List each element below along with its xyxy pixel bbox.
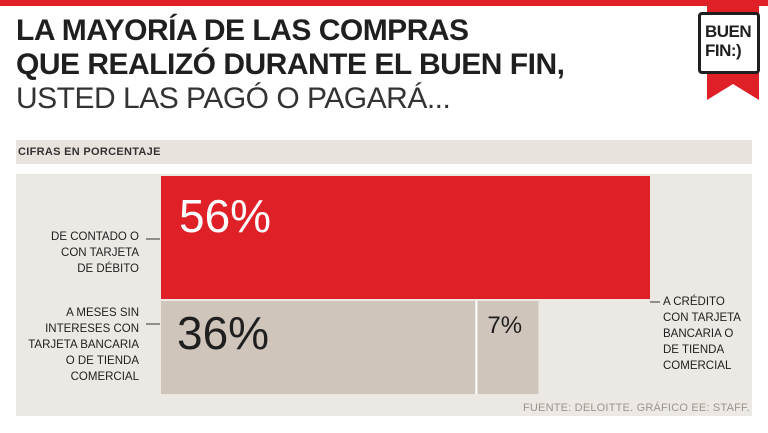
category-label-contado-line-2: CON TARJETA — [61, 247, 139, 259]
category-label-credito-line-2: CON TARJETA — [663, 312, 741, 324]
category-label-contado: DE CONTADO O CON TARJETA DE DÉBITO — [51, 231, 139, 275]
category-label-meses-line-2: INTERESES CON — [45, 323, 139, 335]
value-label-meses: 36% — [177, 307, 269, 359]
category-label-contado-line-1: DE CONTADO O — [51, 231, 139, 243]
bar-meses-sin-intereses — [161, 301, 476, 394]
category-label-credito-line-5: COMERCIAL — [663, 360, 732, 372]
subtitle-band — [16, 140, 752, 164]
category-label-meses: A MESES SIN INTERESES CON TARJETA BANCARIA… — [28, 307, 139, 383]
chart-subtitle: CIFRAS EN PORCENTAJE — [18, 146, 161, 158]
source-note: FUENTE: DELOITTE. GRÁFICO EE: STAFF. — [522, 402, 750, 414]
logo-text-1: BUEN — [705, 22, 752, 41]
category-label-meses-line-5: COMERCIAL — [71, 371, 140, 383]
category-label-meses-line-4: O DE TIENDA — [66, 355, 140, 367]
category-label-meses-line-3: TARJETA BANCARIA — [28, 339, 139, 351]
logo-text-2: FIN:) — [705, 41, 742, 60]
category-label-credito: A CRÉDITO CON TARJETA BANCARIA O DE TIENDA C… — [663, 295, 741, 372]
category-label-credito-line-4: DE TIENDA — [663, 344, 724, 356]
title-line-2: QUE REALIZÓ DURANTE EL BUEN FIN, — [16, 48, 565, 81]
title-line-1: LA MAYORÍA DE LAS COMPRAS — [16, 14, 469, 47]
category-label-credito-line-1: A CRÉDITO — [663, 295, 725, 308]
top-accent-bar — [0, 0, 768, 6]
title-line-3: USTED LAS PAGÓ O PAGARÁ... — [16, 82, 451, 115]
buen-fin-logo: BUEN FIN:) — [698, 12, 760, 74]
bar-contado — [161, 176, 650, 299]
category-label-credito-line-3: BANCARIA O — [663, 328, 733, 340]
category-label-contado-line-3: DE DÉBITO — [77, 262, 139, 275]
bar-credito — [477, 301, 539, 394]
value-label-contado: 56% — [179, 190, 271, 242]
value-label-credito: 7% — [487, 312, 522, 339]
category-label-meses-line-1: A MESES SIN — [66, 307, 139, 319]
chart-title: LA MAYORÍA DE LAS COMPRAS QUE REALIZÓ DU… — [16, 14, 565, 116]
